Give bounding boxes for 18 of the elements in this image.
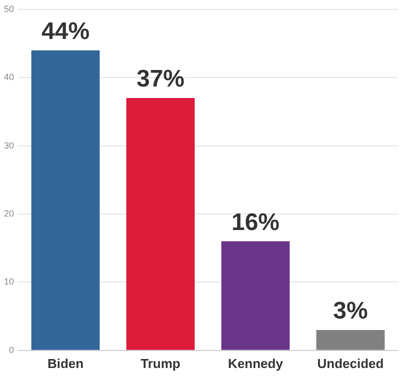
data-label: 37% <box>136 66 185 93</box>
y-tick-label: 30 <box>4 140 14 150</box>
data-label: 44% <box>41 18 90 45</box>
y-tick-label: 50 <box>4 4 14 14</box>
bar <box>31 50 100 350</box>
bar <box>221 241 290 350</box>
y-tick-label: 40 <box>4 72 14 82</box>
x-tick-label: Biden <box>47 356 84 371</box>
y-tick-label: 0 <box>8 344 14 355</box>
data-label: 3% <box>333 298 368 325</box>
bar <box>126 98 195 350</box>
y-tick-label: 20 <box>4 208 14 218</box>
x-tick-label: Trump <box>140 356 180 371</box>
data-label: 16% <box>231 208 280 236</box>
x-tick-label: Undecided <box>317 356 384 371</box>
x-tick-label: Kennedy <box>228 356 284 371</box>
y-tick-label: 10 <box>4 276 14 287</box>
bar <box>316 330 385 350</box>
